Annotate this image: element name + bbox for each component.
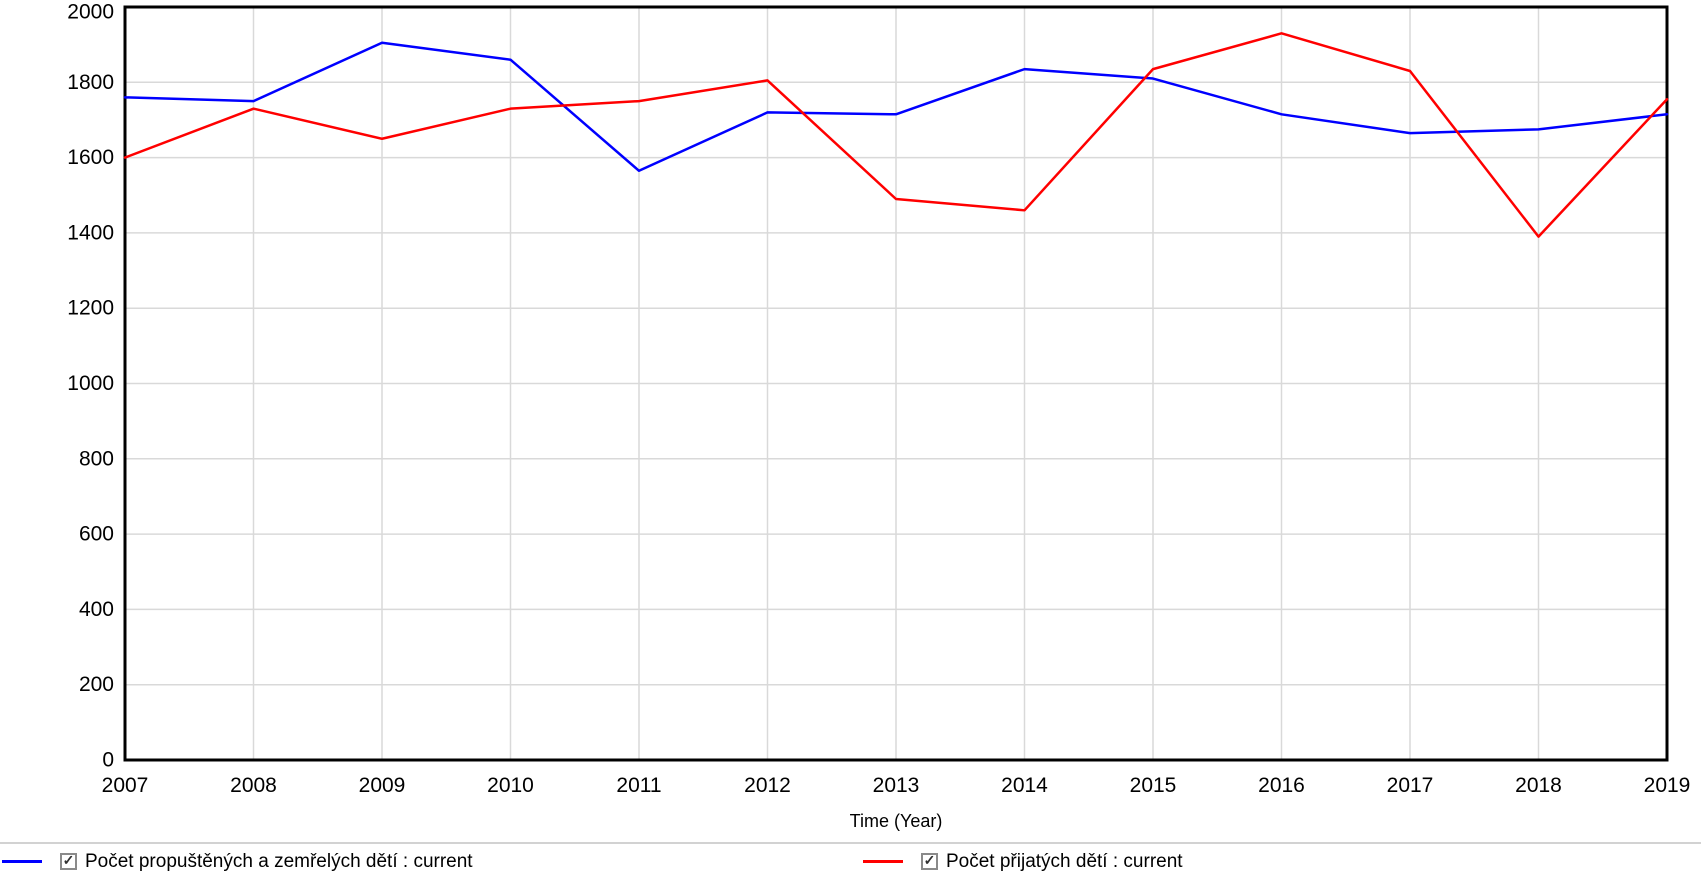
y-tick-label: 800 <box>79 447 114 470</box>
legend-label: Počet přijatých dětí : current <box>946 850 1183 872</box>
x-tick-label: 2010 <box>487 774 534 797</box>
y-tick-label: 200 <box>79 673 114 696</box>
x-axis-title: Time (Year) <box>850 811 943 831</box>
x-tick-label: 2011 <box>616 774 661 797</box>
y-tick-label: 600 <box>79 523 114 546</box>
legend-item-discharged-deceased: ✓ Počet propuštěných a zemřelých dětí : … <box>2 846 473 877</box>
x-axis-tick-labels: 2007 2008 2009 2010 2011 2012 2013 2014 2015 2016… <box>102 774 1691 797</box>
x-tick-label: 2007 <box>102 774 149 797</box>
legend-separator <box>0 842 1701 844</box>
x-tick-label: 2012 <box>744 774 791 797</box>
y-tick-label: 1200 <box>67 297 114 320</box>
series-visibility-checkbox[interactable]: ✓ <box>60 853 77 870</box>
series-line-1 <box>123 32 1669 238</box>
x-tick-label: 2008 <box>230 774 277 797</box>
x-tick-label: 2019 <box>1644 774 1691 797</box>
series-line-sample-blue <box>2 860 42 863</box>
y-tick-label: 1800 <box>67 71 114 94</box>
series-lines <box>123 32 1669 238</box>
y-tick-label: 1000 <box>67 372 114 395</box>
x-tick-label: 2017 <box>1387 774 1434 797</box>
x-tick-label: 2009 <box>359 774 406 797</box>
series-line-sample-red <box>863 860 903 863</box>
y-tick-label: 400 <box>79 598 114 621</box>
x-tick-label: 2018 <box>1515 774 1562 797</box>
series-line-0 <box>123 41 1669 173</box>
plot-frame <box>123 5 1669 762</box>
check-icon: ✓ <box>62 852 75 868</box>
y-axis-tick-labels: 0 200 400 600 800 1000 1200 1400 1600 1800 2000 <box>67 1 114 772</box>
x-tick-label: 2016 <box>1258 774 1305 797</box>
y-tick-label: 1400 <box>67 221 114 244</box>
legend: ✓ Počet propuštěných a zemřelých dětí : … <box>0 846 1701 877</box>
x-tick-label: 2014 <box>1001 774 1048 797</box>
y-tick-label: 0 <box>102 749 114 772</box>
legend-label: Počet propuštěných a zemřelých dětí : cu… <box>85 850 473 872</box>
legend-item-admitted: ✓ Počet přijatých dětí : current <box>863 846 1183 877</box>
line-chart: 0 200 400 600 800 1000 1200 1400 1600 1800 2000 20… <box>67 1 1691 832</box>
y-tick-label: 2000 <box>67 1 114 24</box>
series-visibility-checkbox[interactable]: ✓ <box>921 853 938 870</box>
check-icon: ✓ <box>923 852 936 868</box>
y-tick-label: 1600 <box>67 146 114 169</box>
x-tick-label: 2013 <box>873 774 920 797</box>
grid-lines <box>125 7 1667 760</box>
x-tick-label: 2015 <box>1130 774 1177 797</box>
